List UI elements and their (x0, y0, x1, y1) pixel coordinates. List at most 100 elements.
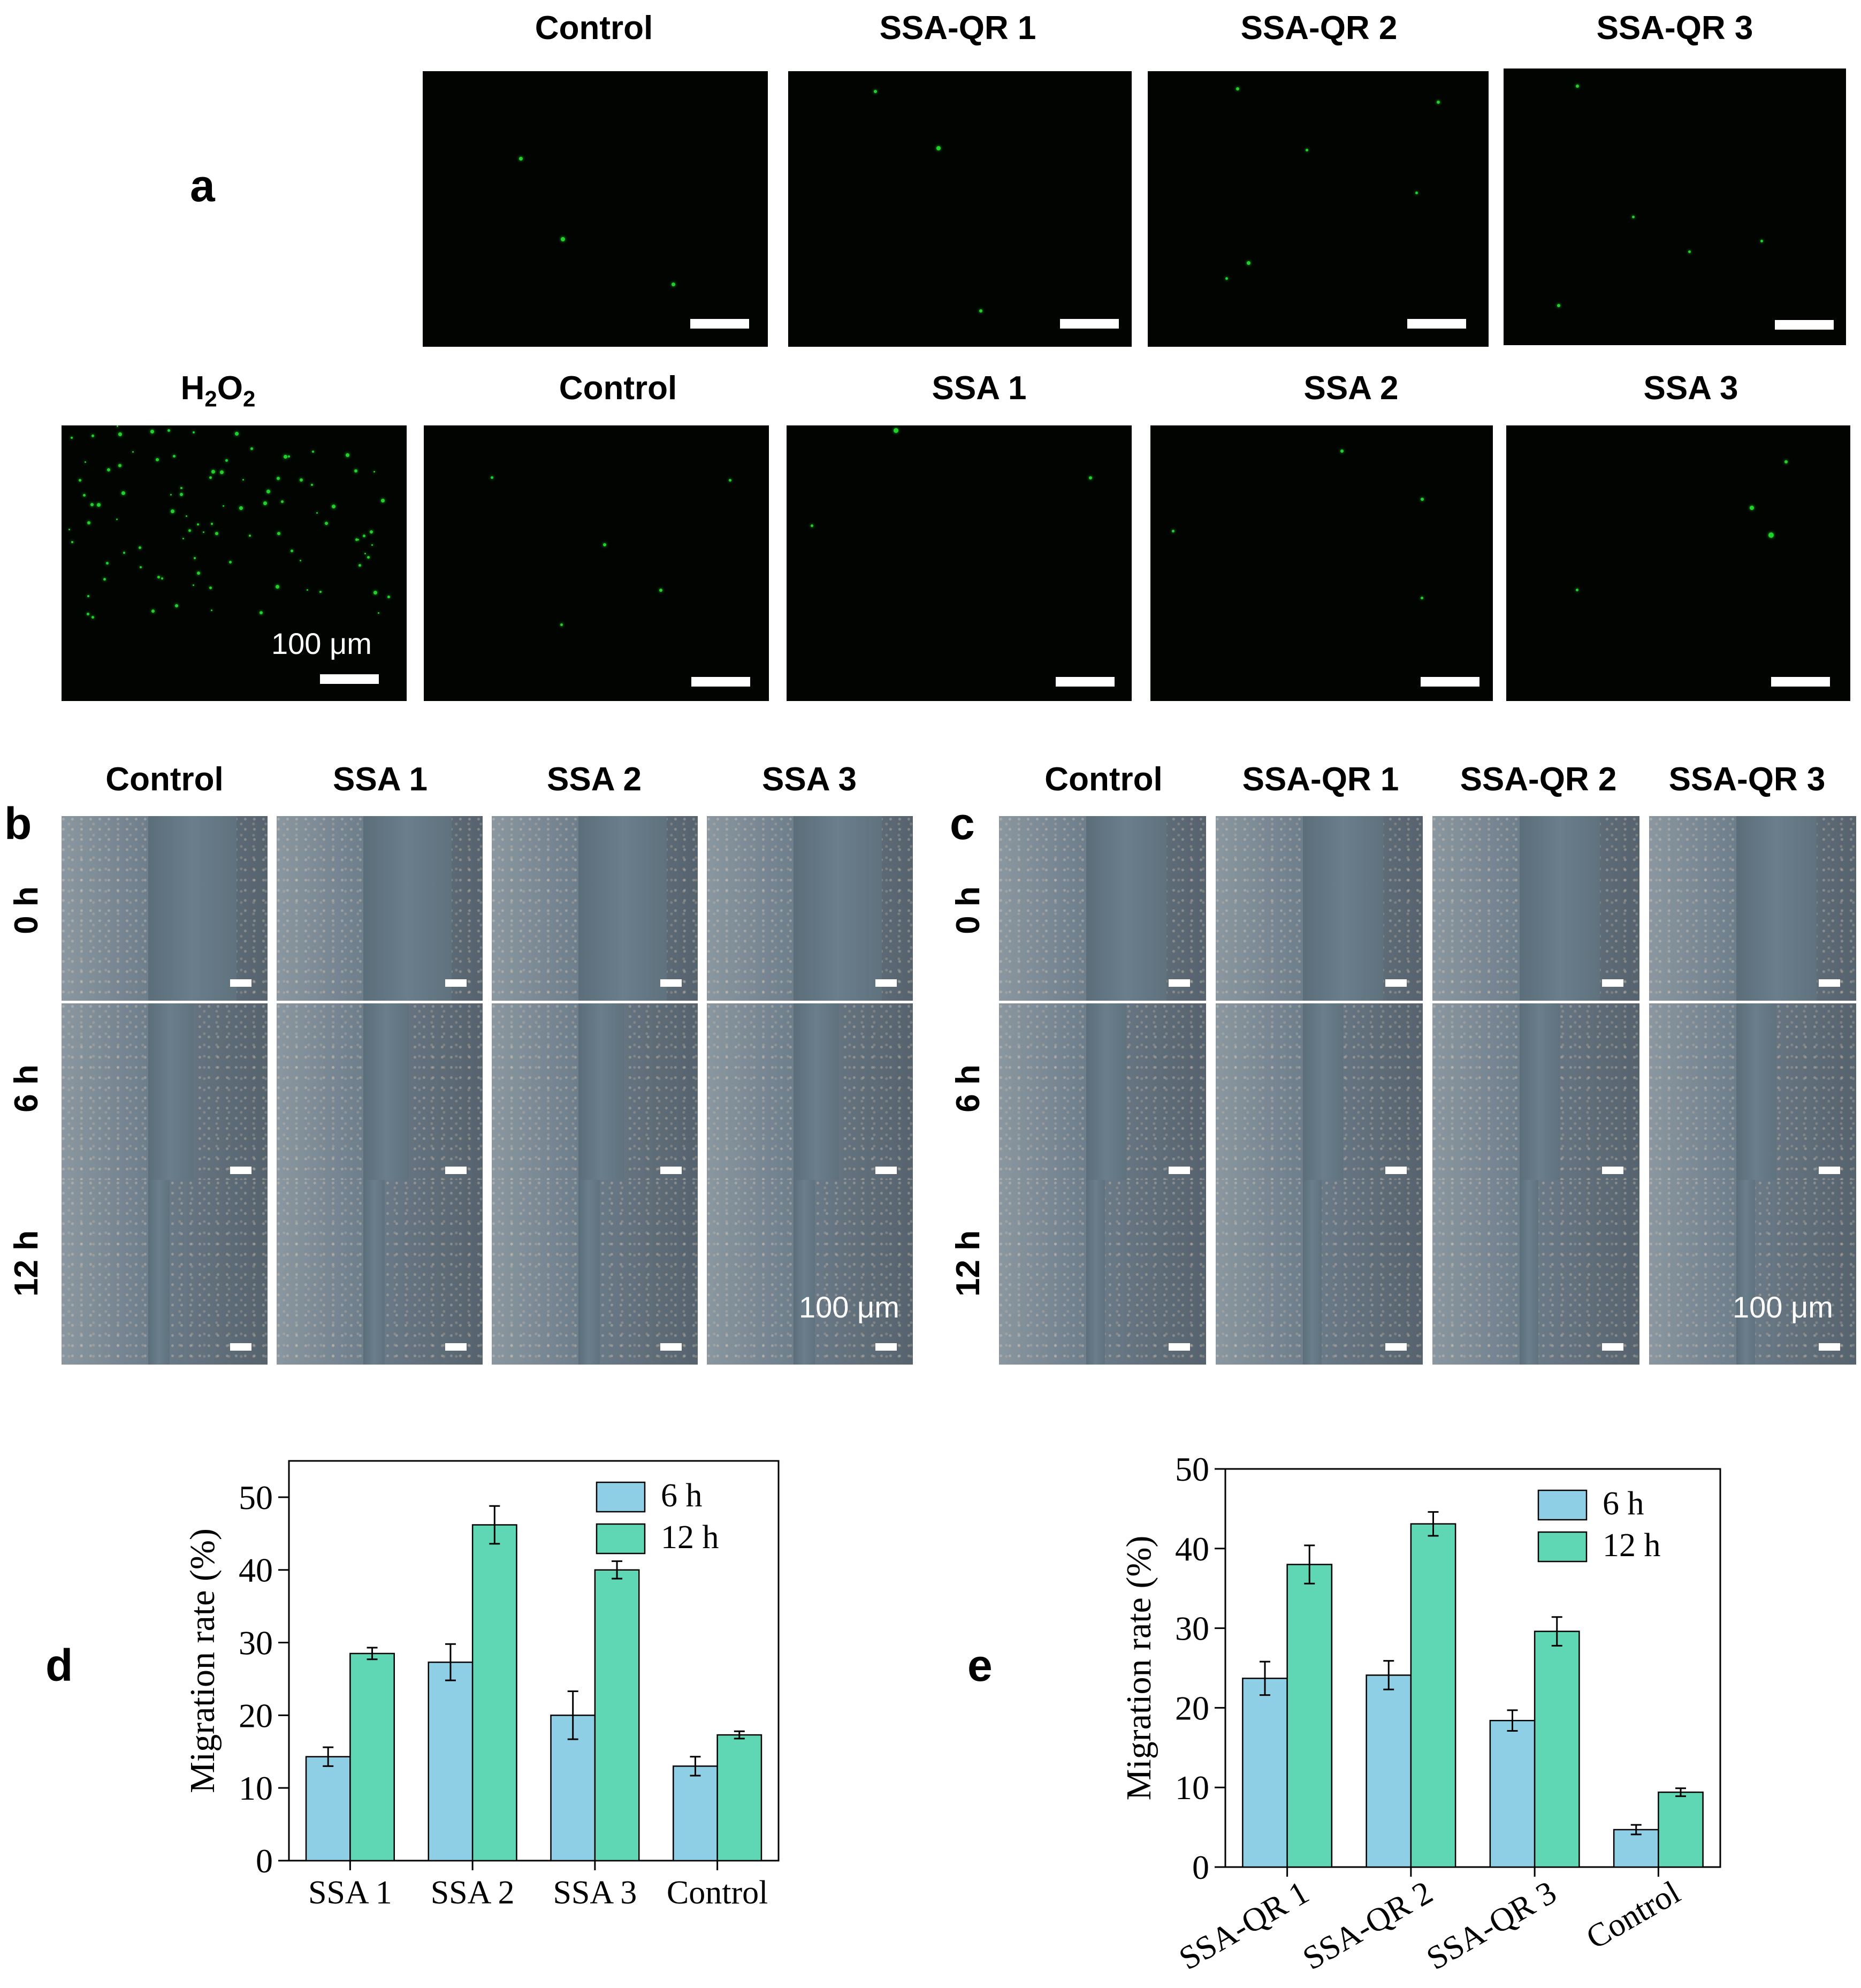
scale-bar (1169, 979, 1190, 987)
scale-bar-label: 100 μm (271, 627, 372, 660)
scale-bar (1056, 677, 1115, 687)
fluorescent-spot (182, 538, 184, 539)
b-header-4: SSA 3 (762, 761, 857, 798)
b-header-3: SSA 2 (547, 761, 642, 798)
fluorescent-spot (263, 501, 267, 505)
fluorescent-spot (211, 523, 213, 525)
bar-12h (1286, 1564, 1333, 1868)
fluorescent-spot (118, 464, 121, 467)
fluorescent-spot (106, 562, 109, 565)
scale-bar (1407, 319, 1466, 329)
scale-bar (320, 674, 379, 684)
fluorescent-spot (79, 479, 81, 482)
fluorescent-spot (249, 535, 251, 537)
c-header-1: Control (1044, 761, 1163, 798)
scale-bar (230, 1343, 251, 1351)
fluorescent-spot (355, 538, 358, 541)
fluorescent-spot (118, 432, 122, 436)
scale-bar (660, 1167, 682, 1174)
scratch-gap (1520, 1180, 1538, 1365)
scratch-gap (1736, 1180, 1755, 1365)
y-axis-label: Migration rate (%) (1119, 1536, 1158, 1801)
fluorescent-spot (277, 532, 280, 535)
fluorescent-spot (180, 487, 182, 489)
fluorescent-spot (117, 425, 118, 427)
c-scale-bar-label: 100 μm (1733, 1290, 1833, 1324)
bar-12h (349, 1652, 395, 1862)
scale-bar (660, 979, 682, 987)
scratch-gap (1303, 1003, 1343, 1188)
bar-12h (471, 1524, 517, 1862)
fluorescence-image (423, 71, 768, 347)
x-tick-label: SSA 1 (308, 1875, 392, 1911)
fluorescent-spot (68, 529, 70, 530)
fluorescent-spot (87, 521, 90, 524)
wound-healing-micrograph (62, 816, 268, 1001)
fluorescent-spot (140, 566, 142, 568)
wound-healing-micrograph (1649, 816, 1856, 1001)
x-tick-label: Control (667, 1875, 768, 1911)
y-tick-label: 0 (1192, 1848, 1209, 1886)
fluorescent-spot (363, 535, 365, 537)
fluorescent-spot (103, 578, 106, 581)
scale-bar (1169, 1343, 1190, 1351)
fluorescent-spot (242, 479, 244, 481)
a-row1-header-1: Control (535, 10, 653, 47)
plot-frame (288, 1460, 780, 1862)
scale-bar (1771, 677, 1830, 687)
a-row1-header-4: SSA-QR 3 (1596, 10, 1753, 47)
fluorescent-spot (284, 455, 287, 459)
scratch-gap (363, 816, 452, 1001)
y-tick-label: 30 (1175, 1610, 1209, 1648)
fluorescent-spot (381, 499, 385, 502)
wound-healing-micrograph (1432, 1003, 1639, 1188)
fluorescent-spot (161, 577, 163, 580)
c-header-3: SSA-QR 2 (1460, 761, 1617, 798)
fluorescent-spot (71, 541, 73, 543)
bar-12h (1534, 1631, 1580, 1868)
fluorescence-image (1148, 71, 1489, 347)
x-tick-label: Control (1580, 1874, 1686, 1956)
scale-bar (1775, 320, 1834, 330)
b-row-label-0h: 0 h (8, 886, 45, 934)
fluorescent-spot (173, 455, 176, 458)
fluorescent-spot (239, 506, 243, 510)
fluorescence-image (1150, 425, 1493, 701)
fluorescent-spot (332, 505, 335, 508)
y-tick-label: 40 (239, 1551, 273, 1589)
fluorescent-spot (346, 453, 349, 457)
fluorescent-spot (203, 531, 204, 533)
scratch-gap (363, 1180, 385, 1365)
y-tick-label: 40 (1175, 1530, 1209, 1568)
fluorescent-spot (83, 494, 86, 497)
y-tick-label: 0 (256, 1842, 273, 1880)
x-tick-label: SSA-QR 1 (1173, 1874, 1315, 1977)
wound-healing-micrograph (1649, 1003, 1856, 1188)
scratch-gap (1520, 816, 1600, 1001)
b-header-2: SSA 1 (333, 761, 428, 798)
fluorescent-spot (225, 459, 228, 462)
legend-label: 6 h (661, 1477, 703, 1514)
bar-12h (594, 1569, 640, 1862)
a-row1-header-3: SSA-QR 2 (1240, 10, 1398, 47)
fluorescent-spot (316, 512, 318, 514)
fluorescent-spot (150, 430, 154, 433)
y-tick-label: 20 (1175, 1689, 1209, 1727)
wound-healing-micrograph (999, 1180, 1206, 1365)
scale-bar (1421, 677, 1479, 687)
fluorescent-spot (250, 447, 253, 450)
fluorescent-spot (85, 461, 86, 463)
fluorescent-spot (260, 611, 263, 614)
fluorescent-spot (300, 560, 301, 561)
scratch-gap (1303, 1180, 1322, 1365)
bar-6h (305, 1756, 351, 1862)
scratch-gap (1086, 1180, 1105, 1365)
scratch-gap (363, 1003, 409, 1188)
panel-a-label: a (190, 161, 215, 211)
chart-d: 0 10 20 30 40 50 Migration rate (%) SSA 1 SSA 2 S… (183, 1460, 780, 1911)
wound-healing-micrograph (707, 1180, 913, 1365)
y-tick-label: 10 (1175, 1769, 1209, 1807)
fluorescent-spot (354, 469, 357, 473)
scale-bar (1819, 1343, 1840, 1351)
fluorescent-spot (281, 500, 284, 503)
